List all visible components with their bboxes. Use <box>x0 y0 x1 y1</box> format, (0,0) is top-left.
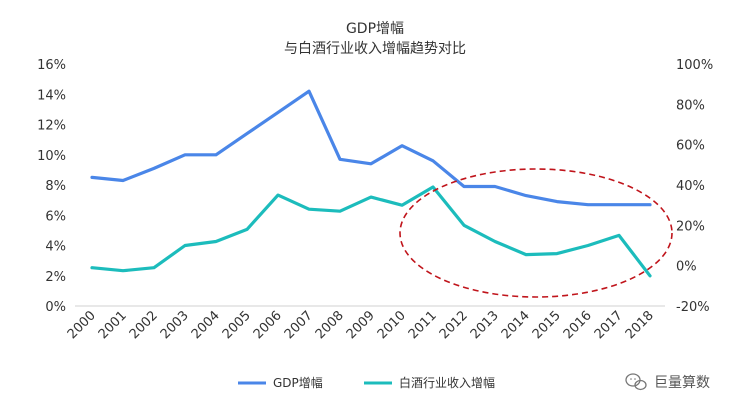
chart-subtitle: 与白酒行业收入增幅趋势对比 <box>284 41 466 57</box>
x-tick-label: 2011 <box>406 308 440 342</box>
x-tick-label: 2004 <box>189 308 223 342</box>
left-y-tick-label: 6% <box>45 209 66 224</box>
series-line-baijiu <box>90 185 652 278</box>
x-tick-label: 2013 <box>468 308 502 342</box>
right-y-tick-label: 80% <box>676 98 705 113</box>
right-y-tick-label: 0% <box>676 260 697 275</box>
right-y-tick-label: 20% <box>676 219 705 234</box>
left-y-tick-label: 0% <box>45 300 66 315</box>
x-tick-label: 2014 <box>499 308 533 342</box>
x-tick-label: 2009 <box>344 308 378 342</box>
x-tick-label: 2017 <box>592 308 626 342</box>
left-y-tick-label: 4% <box>45 240 66 255</box>
left-y-tick-label: 16% <box>37 58 66 73</box>
legend-label-gdp: GDP增幅 <box>273 375 323 390</box>
x-tick-label: 2000 <box>65 308 99 342</box>
highlight-ellipse <box>399 168 673 298</box>
x-tick-label: 2015 <box>530 308 564 342</box>
x-tick-label: 2012 <box>437 308 471 342</box>
right-y-tick-label: 40% <box>676 179 705 194</box>
x-tick-label: 2018 <box>623 308 657 342</box>
x-tick-label: 2005 <box>220 308 254 342</box>
x-tick-label: 2006 <box>251 308 285 342</box>
left-y-tick-label: 12% <box>37 119 66 134</box>
x-tick-label: 2007 <box>282 308 316 342</box>
x-tick-label: 2003 <box>158 308 192 342</box>
chart-title: GDP增幅 <box>346 21 404 37</box>
x-tick-label: 2001 <box>96 308 130 342</box>
left-y-tick-label: 14% <box>37 88 66 103</box>
right-y-axis: -20% 0% 20% 40% 60% 80% 100% <box>676 58 713 315</box>
right-y-tick-label: 60% <box>676 139 705 154</box>
watermark: 巨量算数 <box>625 373 710 391</box>
x-tick-label: 2010 <box>375 308 409 342</box>
x-axis: 2000200120022003200420052006200720082009… <box>65 308 657 342</box>
series-line-gdp <box>90 89 652 207</box>
right-y-tick-label: 100% <box>676 58 713 73</box>
legend-label-baijiu: 白酒行业收入增幅 <box>399 375 495 390</box>
x-tick-label: 2016 <box>561 308 595 342</box>
x-tick-label: 2002 <box>127 308 161 342</box>
x-tick-label: 2008 <box>313 308 347 342</box>
watermark-text: 巨量算数 <box>654 375 710 391</box>
series-layer <box>90 89 652 278</box>
right-y-tick-label: -20% <box>676 300 710 315</box>
legend: GDP增幅 白酒行业收入增幅 <box>238 375 495 390</box>
left-y-tick-label: 2% <box>45 270 66 285</box>
left-y-axis: 0% 2% 4% 6% 8% 10% 12% 14% 16% <box>37 58 66 315</box>
wechat-icon <box>625 373 647 391</box>
left-y-tick-label: 10% <box>37 149 66 164</box>
left-y-tick-label: 8% <box>45 179 66 194</box>
